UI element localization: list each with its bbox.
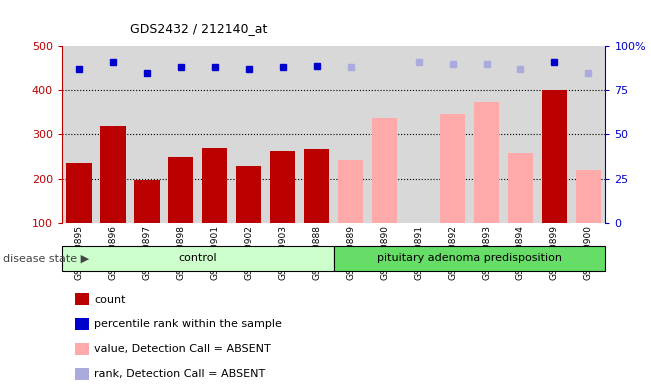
Bar (436, 46, 469, 223)
Bar (164, 46, 198, 223)
Bar (372, 118, 397, 223)
Bar (538, 46, 572, 223)
Bar (168, 157, 193, 223)
Bar (368, 46, 402, 223)
Bar (266, 46, 299, 223)
Bar (236, 166, 262, 223)
Bar (66, 163, 92, 223)
Bar (338, 160, 363, 223)
Bar (198, 46, 232, 223)
Text: disease state ▶: disease state ▶ (3, 253, 89, 263)
Bar (542, 90, 567, 223)
Text: rank, Detection Call = ABSENT: rank, Detection Call = ABSENT (94, 369, 266, 379)
Text: pituitary adenoma predisposition: pituitary adenoma predisposition (377, 253, 562, 263)
Bar (508, 153, 533, 223)
Bar (304, 149, 329, 223)
Bar (333, 46, 368, 223)
Bar (474, 102, 499, 223)
Bar (96, 46, 130, 223)
Bar (232, 46, 266, 223)
Bar (270, 151, 296, 223)
Text: value, Detection Call = ABSENT: value, Detection Call = ABSENT (94, 344, 271, 354)
Bar (469, 46, 503, 223)
Bar (299, 46, 333, 223)
Bar (134, 180, 159, 223)
Text: percentile rank within the sample: percentile rank within the sample (94, 319, 283, 329)
Bar (575, 170, 601, 223)
Bar (503, 46, 538, 223)
Text: GDS2432 / 212140_at: GDS2432 / 212140_at (130, 22, 268, 35)
Bar (572, 46, 605, 223)
Bar (100, 126, 126, 223)
Text: count: count (94, 295, 126, 305)
Bar (130, 46, 164, 223)
Bar (402, 46, 436, 223)
Text: control: control (178, 253, 217, 263)
Bar (440, 114, 465, 223)
Bar (333, 246, 605, 271)
Bar (202, 148, 227, 223)
Bar (62, 46, 96, 223)
Bar (62, 246, 333, 271)
